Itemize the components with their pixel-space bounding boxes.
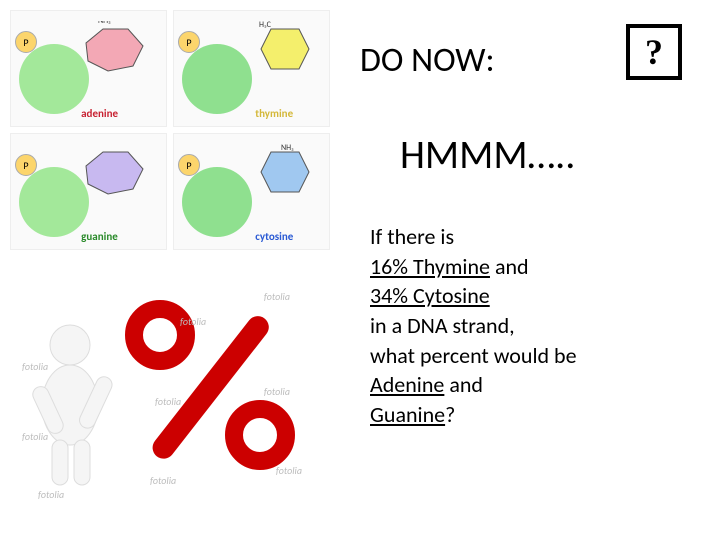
nucleotide-guanine: P guanine: [10, 133, 167, 250]
do-now-heading: DO NOW:: [360, 40, 495, 81]
base-guanine: [78, 144, 156, 202]
label-cytosine: cytosine: [255, 230, 293, 243]
phosphate-guanine: P: [15, 154, 37, 176]
sugar-thymine: [182, 44, 252, 114]
label-guanine: guanine: [81, 230, 118, 243]
base-adenine: NH₂: [78, 21, 156, 79]
svg-text:NH₂: NH₂: [98, 21, 111, 26]
nucleotide-adenine: P NH₂ adenine: [10, 10, 167, 127]
watermark-2: fotolia: [180, 315, 206, 328]
phosphate-thymine: P: [178, 31, 200, 53]
and1: and: [490, 253, 529, 280]
hmmm-heading: HMMM…..: [400, 130, 575, 179]
left-column: P NH₂ adenine P H₃C thymine P guanine: [0, 0, 340, 540]
percent-figure-area: fotolia fotolia fotolia fotolia fotolia …: [10, 265, 330, 505]
svg-text:NH₂: NH₂: [281, 144, 294, 153]
label-adenine: adenine: [81, 107, 118, 120]
adenine-word: Adenine: [370, 371, 444, 398]
question-mark-icon: ?: [645, 31, 663, 73]
svg-text:H₃C: H₃C: [259, 21, 272, 30]
phosphate-adenine: P: [15, 31, 37, 53]
body-line5: what percent would be: [370, 342, 577, 369]
watermark-3: fotolia: [22, 360, 48, 373]
base-thymine: H₃C: [251, 21, 319, 79]
final-qmark: ?: [445, 401, 455, 428]
watermark-6: fotolia: [22, 430, 48, 443]
label-thymine: thymine: [255, 107, 293, 120]
nucleotide-cytosine: P NH₂ cytosine: [173, 133, 330, 250]
phosphate-cytosine: P: [178, 154, 200, 176]
body-line4: in a DNA strand,: [370, 312, 515, 339]
and2: and: [444, 371, 483, 398]
cytosine-pct: 34% Cytosine: [370, 282, 490, 309]
base-cytosine: NH₂: [251, 144, 319, 202]
question-box: ?: [626, 24, 682, 80]
watermark-1: fotolia: [264, 290, 290, 303]
body-line1: If there is: [370, 223, 454, 250]
nucleotide-thymine: P H₃C thymine: [173, 10, 330, 127]
nucleotide-grid: P NH₂ adenine P H₃C thymine P guanine: [10, 10, 330, 250]
watermark-4: fotolia: [155, 395, 181, 408]
right-column: DO NOW: ? HMMM….. If there is 16% Thymin…: [360, 0, 710, 540]
sugar-cytosine: [182, 167, 252, 237]
watermark-7: fotolia: [276, 464, 302, 477]
watermark-9: fotolia: [38, 488, 64, 501]
guanine-word: Guanine: [370, 401, 445, 428]
body-text: If there is 16% Thymine and 34% Cytosine…: [370, 222, 577, 430]
watermark-8: fotolia: [150, 474, 176, 487]
thymine-pct: 16% Thymine: [370, 253, 490, 280]
watermark-5: fotolia: [264, 385, 290, 398]
